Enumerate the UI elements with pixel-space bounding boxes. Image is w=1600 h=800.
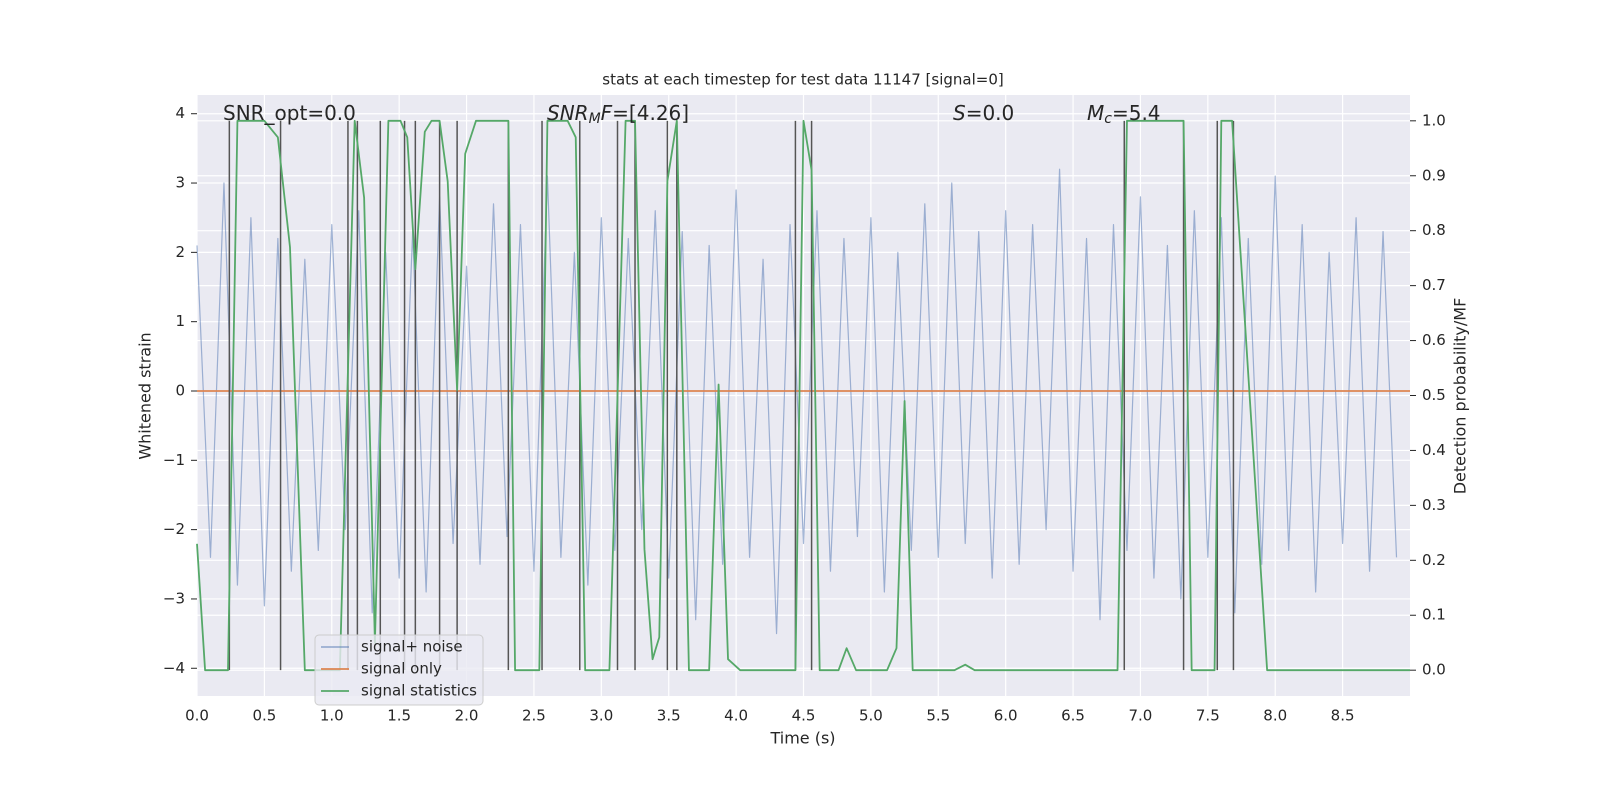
x-tick-label: 3.5: [657, 707, 681, 725]
annotation-part: M: [1087, 101, 1104, 125]
marks: [196, 119, 1410, 672]
x-tick-label: 0.0: [185, 707, 209, 725]
y-tick-label: 2: [175, 243, 185, 261]
annotation-part: M: [589, 111, 601, 127]
chart-title: stats at each timestep for test data 111…: [602, 71, 1003, 89]
y-tick-label: 1: [175, 312, 185, 330]
y2-tick-label: 0.6: [1422, 331, 1446, 349]
y2-tick-label: 0.4: [1422, 441, 1446, 459]
annotation-part: =0.0: [966, 101, 1015, 125]
x-tick-label: 8.0: [1263, 707, 1287, 725]
annotation-part: =5.4: [1112, 101, 1161, 125]
x-tick-label: 0.5: [252, 707, 276, 725]
x-tick-label: 2.0: [455, 707, 479, 725]
annotation-part: S: [953, 101, 966, 125]
x-tick-label: 4.5: [792, 707, 816, 725]
annotation-part: =[4.26]: [612, 101, 689, 125]
annotation: SNRMF=[4.26]: [547, 101, 689, 128]
y-tick-label: 0: [175, 381, 185, 399]
x-tick-label: 1.5: [387, 707, 411, 725]
annotation: S=0.0: [953, 101, 1014, 125]
annotation-part: F: [601, 101, 613, 125]
y2-tick-label: 0.0: [1422, 661, 1446, 679]
y2-tick-label: 0.2: [1422, 551, 1446, 569]
x-tick-label: 4.0: [724, 707, 748, 725]
x-tick-label: 6.0: [994, 707, 1018, 725]
x-tick-label: 7.0: [1129, 707, 1153, 725]
y-tick-label: −4: [163, 659, 185, 677]
legend-label: signal statistics: [361, 682, 477, 700]
y-tick-label: −2: [163, 520, 185, 538]
y-tick-label: 3: [175, 174, 185, 192]
x-tick-label: 3.0: [589, 707, 613, 725]
y2-tick-label: 0.5: [1422, 386, 1446, 404]
y-tick-label: 4: [175, 104, 185, 122]
annotation: SNR_opt=0.0: [223, 101, 356, 125]
y2-tick-label: 0.7: [1422, 276, 1446, 294]
annotation-part: c: [1104, 111, 1112, 127]
y-tick-label: −3: [163, 589, 185, 607]
series-line: [196, 119, 1410, 672]
x-tick-label: 5.0: [859, 707, 883, 725]
x-tick-label: 5.5: [926, 707, 950, 725]
y2-tick-label: 1.0: [1422, 111, 1446, 129]
y-axis-label: Whitened strain: [136, 332, 155, 459]
x-axis-label: Time (s): [769, 729, 835, 748]
legend-label: signal only: [361, 660, 442, 678]
series-line: [196, 168, 1398, 635]
y2-tick-label: 0.1: [1422, 606, 1446, 624]
x-tick-label: 8.5: [1331, 707, 1355, 725]
legend-label: signal+ noise: [361, 638, 463, 656]
x-tick-label: 6.5: [1061, 707, 1085, 725]
legend: signal+ noise signal only signal statistic…: [314, 634, 484, 706]
y2-tick-label: 0.9: [1422, 166, 1446, 184]
y2-axis-label: Detection probability/MF: [1451, 298, 1470, 495]
x-tick-label: 7.5: [1196, 707, 1220, 725]
annotation-part: SNR_opt=0.0: [223, 101, 356, 125]
y2-tick-label: 0.3: [1422, 496, 1446, 514]
annotation-part: SNR: [547, 101, 589, 125]
y2-tick-label: 0.8: [1422, 221, 1446, 239]
x-tick-label: 2.5: [522, 707, 546, 725]
annotation: Mc=5.4: [1087, 101, 1161, 128]
legend-box: [314, 634, 484, 706]
x-tick-label: 1.0: [320, 707, 344, 725]
y-tick-label: −1: [163, 451, 185, 469]
